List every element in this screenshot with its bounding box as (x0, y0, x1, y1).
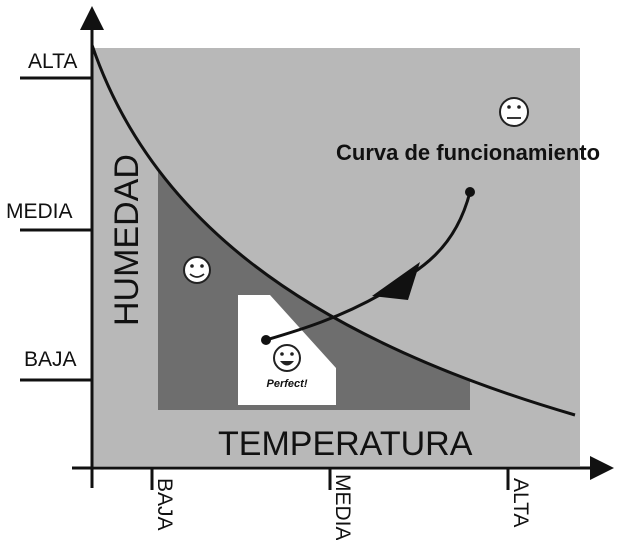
y-tick-label: MEDIA (6, 200, 73, 223)
y-arrow (80, 6, 104, 30)
pointer-arrowhead (372, 262, 420, 300)
x-arrow (590, 456, 614, 480)
smiley-happy (183, 256, 211, 284)
x-axis-title: TEMPERATURA (218, 425, 473, 463)
zone-label: Perfect! (267, 378, 308, 390)
y-tick-label: BAJA (24, 348, 77, 371)
y-tick-label: ALTA (28, 50, 77, 73)
operating-curve (90, 44, 576, 417)
smiley-perfect (273, 344, 301, 372)
annotation: Curva de funcionamiento (336, 140, 600, 165)
pointer-line (265, 290, 386, 342)
x-tick-label: ALTA (509, 478, 532, 527)
x-tick-label: BAJA (153, 478, 176, 531)
x-tick-label: MEDIA (331, 474, 354, 540)
smiley-neutral (499, 97, 529, 127)
y-axis-title: HUMEDAD (108, 154, 146, 326)
pointer-dot (261, 335, 271, 345)
